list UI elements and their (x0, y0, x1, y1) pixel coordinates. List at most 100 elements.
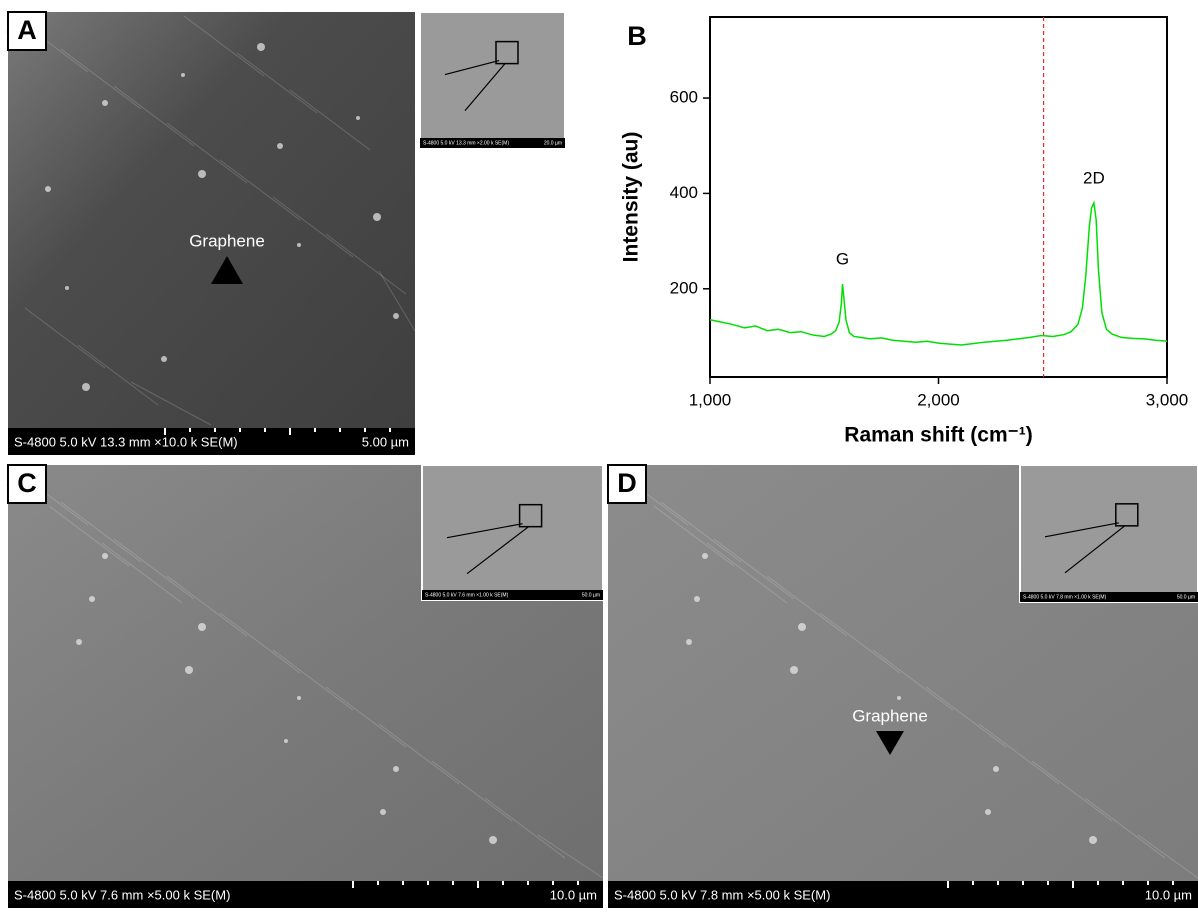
info-text: S-4800 5.0 kV 13.3 mm ×10.0 k SE(M) (14, 434, 238, 449)
texture (325, 686, 407, 748)
texture (24, 307, 106, 369)
x-axis-label: Raman shift (cm⁻¹) (844, 424, 1032, 447)
particle (185, 666, 193, 674)
panel-label-box (7, 464, 47, 504)
annotation-marker (876, 731, 904, 755)
particle (356, 116, 360, 120)
plot-frame (709, 16, 1168, 378)
inset-info: S-4800 5.0 kV 7.8 mm ×1.00 k SE(M) (1023, 594, 1107, 600)
texture (766, 575, 848, 637)
panel-label: B (627, 21, 647, 51)
texture (289, 89, 371, 151)
info-bar (8, 428, 415, 455)
particle (284, 739, 288, 743)
texture (819, 612, 901, 674)
texture (219, 612, 301, 674)
inset-info-bar (422, 590, 603, 600)
texture (653, 505, 735, 567)
texture (166, 122, 248, 184)
x-tick-label: 3,000 (1146, 390, 1189, 409)
inset-arrow (466, 526, 529, 575)
particle (297, 696, 301, 700)
y-tick-label: 200 (670, 278, 698, 297)
texture (537, 834, 604, 879)
particle (1089, 836, 1097, 844)
panel-label: D (617, 468, 637, 498)
scale-text: 10.0 µm (550, 887, 597, 902)
inset-arrow (1064, 525, 1126, 574)
texture (236, 52, 318, 114)
particle (393, 766, 399, 772)
x-tick-label: 2,000 (917, 390, 960, 409)
inset-info-bar (420, 138, 565, 148)
particle (702, 553, 708, 559)
texture (60, 501, 142, 563)
texture (113, 538, 195, 600)
peak-label: G (836, 250, 849, 269)
particle (277, 143, 283, 149)
texture (978, 723, 1060, 785)
particle (161, 356, 167, 362)
info-bar (608, 881, 1198, 908)
texture (130, 381, 212, 426)
texture (272, 649, 354, 711)
texture (431, 760, 513, 822)
particle (393, 313, 399, 319)
particle (45, 186, 51, 192)
texture (60, 48, 142, 110)
sem-image (8, 12, 415, 455)
inset-arrow (1044, 522, 1119, 538)
panel-label-box (7, 11, 47, 51)
texture (1031, 760, 1113, 822)
scale-text: 5.00 µm (362, 434, 409, 449)
panel-label-box (607, 464, 647, 504)
y-tick-label: 600 (670, 88, 698, 107)
particle (489, 836, 497, 844)
texture (77, 344, 159, 406)
texture (378, 270, 416, 332)
annotation: Graphene (189, 231, 265, 250)
particle (102, 553, 108, 559)
inset-box (1115, 503, 1139, 527)
inset-scale: 20.0 µm (544, 140, 562, 146)
texture (101, 542, 183, 604)
particle (76, 639, 82, 645)
y-tick-label: 400 (670, 183, 698, 202)
peak-label: 2D (1083, 168, 1105, 187)
panel-label: A (17, 15, 37, 45)
texture (325, 233, 407, 295)
inset-box (518, 503, 543, 528)
spectrum-line (709, 200, 1168, 346)
particle (790, 666, 798, 674)
particle (380, 809, 386, 815)
texture (1137, 834, 1198, 879)
inset-arrow (446, 523, 523, 539)
scale-text: 10.0 µm (1145, 887, 1192, 902)
y-axis-label: Intensity (au) (620, 132, 643, 263)
inset-scale: 50.0 µm (582, 592, 600, 598)
particle (686, 639, 692, 645)
particle (257, 43, 265, 51)
annotation-marker (211, 256, 243, 284)
info-text: S-4800 5.0 kV 7.8 mm ×5.00 k SE(M) (614, 887, 830, 902)
texture (219, 159, 301, 221)
particle (694, 596, 700, 602)
texture (713, 538, 795, 600)
x-tick-label: 1,000 (689, 390, 732, 409)
texture (166, 575, 248, 637)
particle (65, 286, 69, 290)
particle (82, 383, 90, 391)
texture (706, 542, 788, 604)
texture (272, 196, 354, 258)
texture (660, 501, 742, 563)
inset-info-bar (1020, 592, 1198, 602)
texture (48, 505, 130, 567)
inset-scale: 50.0 µm (1177, 594, 1195, 600)
particle (798, 623, 806, 631)
particle (89, 596, 95, 602)
inset-info: S-4800 5.0 kV 7.6 mm ×1.00 k SE(M) (425, 592, 509, 598)
particle (985, 809, 991, 815)
annotation: Graphene (852, 706, 928, 725)
info-bar (8, 881, 603, 908)
